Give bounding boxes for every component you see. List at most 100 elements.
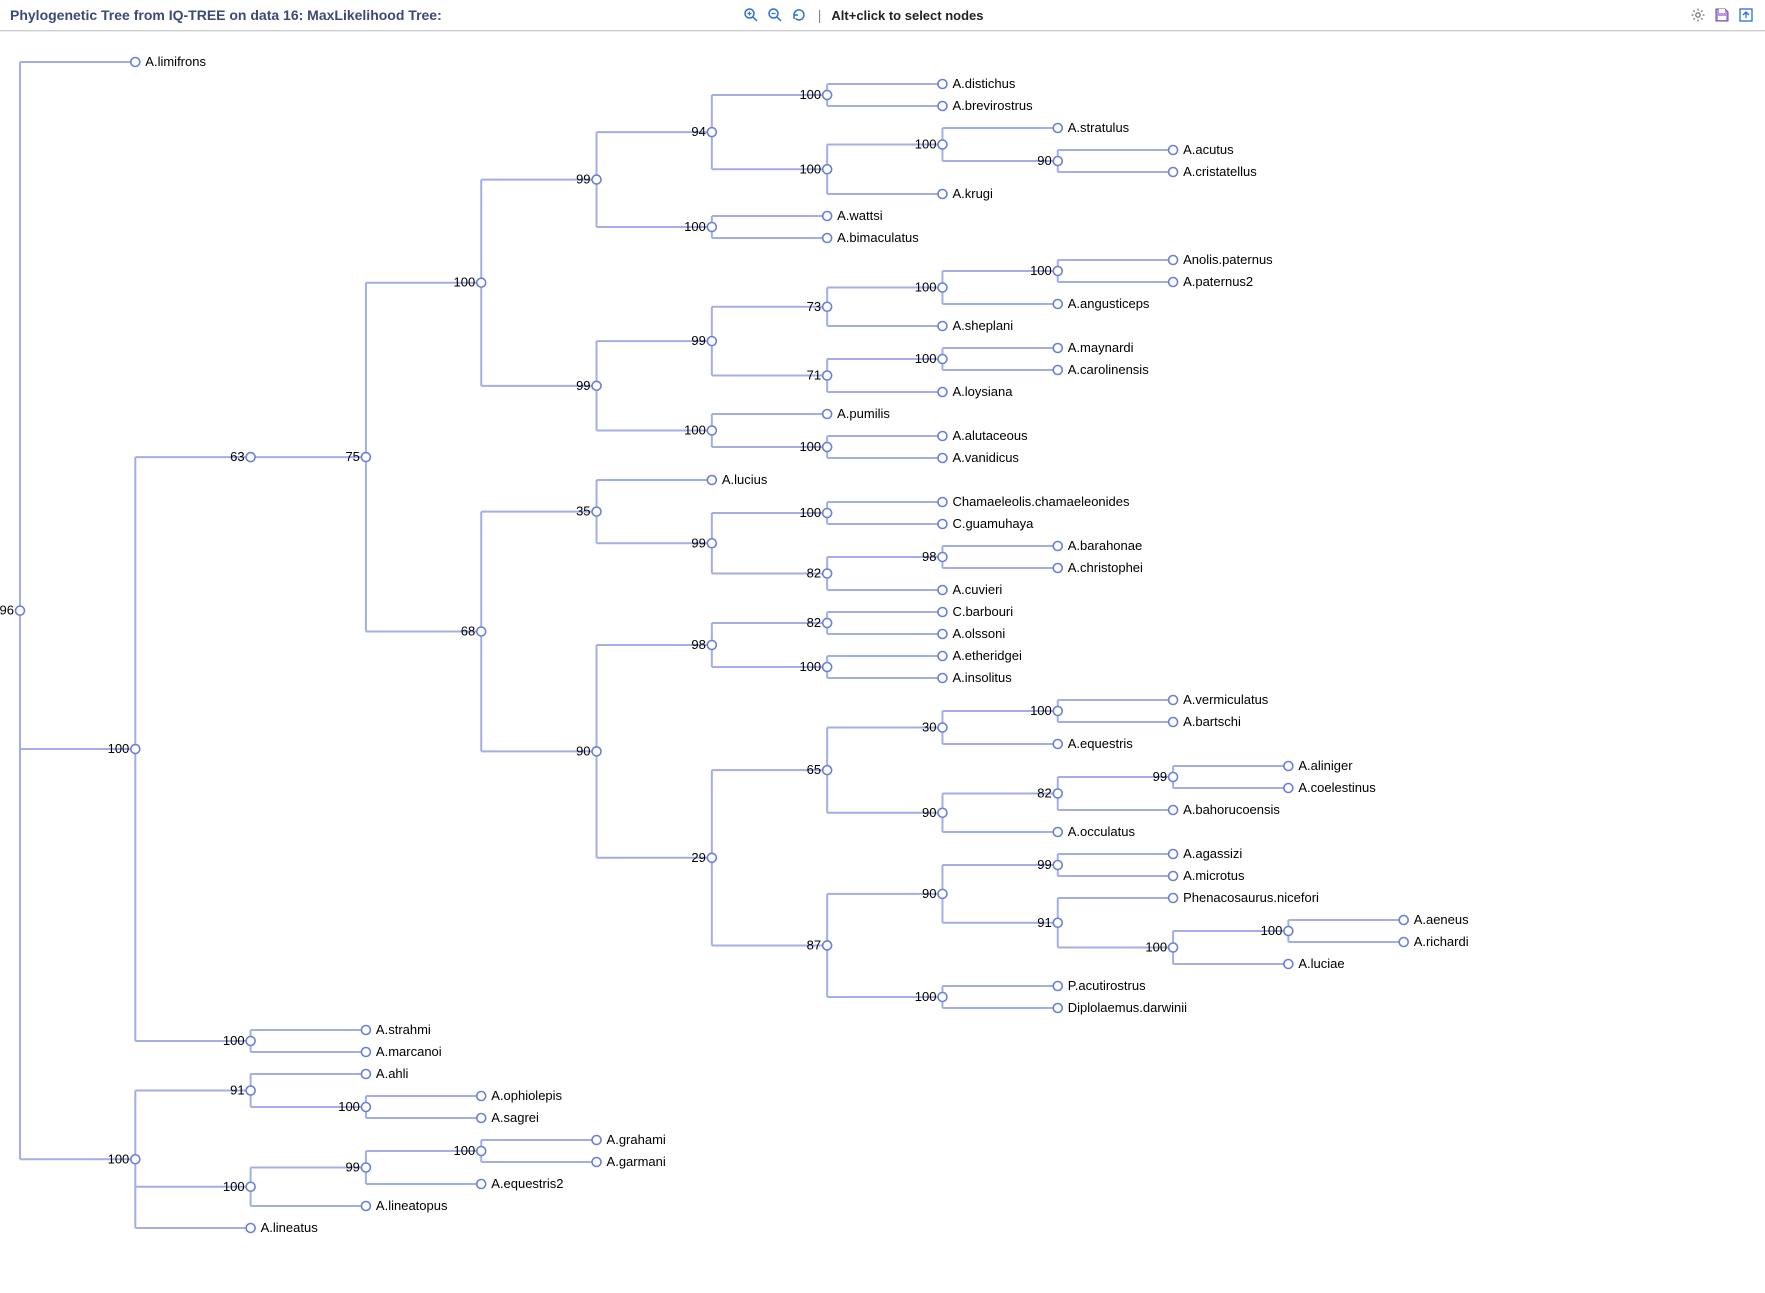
taxon-label[interactable]: A.marcanoi [376,1044,442,1059]
leaf-node[interactable] [1169,256,1178,265]
taxon-label[interactable]: A.agassizi [1183,846,1242,861]
leaf-node[interactable] [823,234,832,243]
internal-node[interactable] [707,426,716,435]
internal-node[interactable] [1169,773,1178,782]
internal-node[interactable] [707,539,716,548]
taxon-label[interactable]: A.etheridgei [952,648,1021,663]
leaf-node[interactable] [938,586,947,595]
leaf-node[interactable] [1169,278,1178,287]
taxon-label[interactable]: A.microtus [1183,868,1245,883]
taxon-label[interactable]: A.aeneus [1414,912,1469,927]
reset-icon[interactable] [790,6,808,24]
leaf-node[interactable] [1053,740,1062,749]
leaf-node[interactable] [1053,344,1062,353]
internal-node[interactable] [361,453,370,462]
leaf-node[interactable] [1169,850,1178,859]
taxon-label[interactable]: A.bartschi [1183,714,1241,729]
internal-node[interactable] [1053,789,1062,798]
taxon-label[interactable]: A.wattsi [837,208,883,223]
taxon-label[interactable]: Anolis.paternus [1183,252,1273,267]
leaf-node[interactable] [823,212,832,221]
internal-node[interactable] [592,747,601,756]
internal-node[interactable] [477,278,486,287]
taxon-label[interactable]: A.limifrons [145,54,206,69]
leaf-node[interactable] [1053,828,1062,837]
internal-node[interactable] [938,140,947,149]
internal-node[interactable] [823,663,832,672]
taxon-label[interactable]: A.brevirostrus [952,98,1033,113]
leaf-node[interactable] [938,432,947,441]
taxon-label[interactable]: A.grahami [607,1132,666,1147]
tree-canvas[interactable]: 96A.limifrons10063751009994100A.distichu… [0,31,1765,1275]
leaf-node[interactable] [938,80,947,89]
internal-node[interactable] [823,619,832,628]
internal-node[interactable] [938,553,947,562]
internal-node[interactable] [1053,157,1062,166]
leaf-node[interactable] [938,388,947,397]
leaf-node[interactable] [477,1092,486,1101]
taxon-label[interactable]: A.alutaceous [952,428,1028,443]
leaf-node[interactable] [938,520,947,529]
taxon-label[interactable]: C.barbouri [952,604,1013,619]
taxon-label[interactable]: A.cuvieri [952,582,1002,597]
leaf-node[interactable] [592,1136,601,1145]
leaf-node[interactable] [1169,806,1178,815]
leaf-node[interactable] [938,652,947,661]
leaf-node[interactable] [938,322,947,331]
taxon-label[interactable]: A.loysiana [952,384,1013,399]
leaf-node[interactable] [1053,564,1062,573]
internal-node[interactable] [823,941,832,950]
taxon-label[interactable]: A.ahli [376,1066,409,1081]
taxon-label[interactable]: A.carolinensis [1068,362,1149,377]
internal-node[interactable] [1053,861,1062,870]
leaf-node[interactable] [246,1224,255,1233]
taxon-label[interactable]: A.bimaculatus [837,230,919,245]
internal-node[interactable] [1169,943,1178,952]
leaf-node[interactable] [361,1026,370,1035]
taxon-label[interactable]: A.olssoni [952,626,1005,641]
taxon-label[interactable]: A.insolitus [952,670,1012,685]
leaf-node[interactable] [1169,168,1178,177]
taxon-label[interactable]: A.luciae [1298,956,1344,971]
leaf-node[interactable] [131,58,140,67]
taxon-label[interactable]: A.christophei [1068,560,1143,575]
taxon-label[interactable]: Diplolaemus.darwinii [1068,1000,1187,1015]
taxon-label[interactable]: A.barahonae [1068,538,1142,553]
taxon-label[interactable]: A.bahorucoensis [1183,802,1280,817]
leaf-node[interactable] [1169,894,1178,903]
taxon-label[interactable]: C.guamuhaya [952,516,1034,531]
internal-node[interactable] [1284,927,1293,936]
internal-node[interactable] [823,371,832,380]
internal-node[interactable] [707,853,716,862]
internal-node[interactable] [361,1163,370,1172]
internal-node[interactable] [246,453,255,462]
taxon-label[interactable]: A.angusticeps [1068,296,1150,311]
internal-node[interactable] [938,993,947,1002]
internal-node[interactable] [823,443,832,452]
leaf-node[interactable] [1169,146,1178,155]
internal-node[interactable] [707,337,716,346]
internal-node[interactable] [938,889,947,898]
taxon-label[interactable]: Phenacosaurus.nicefori [1183,890,1319,905]
taxon-label[interactable]: A.pumilis [837,406,890,421]
leaf-node[interactable] [823,410,832,419]
taxon-label[interactable]: A.occulatus [1068,824,1136,839]
leaf-node[interactable] [938,102,947,111]
taxon-label[interactable]: A.distichus [952,76,1015,91]
phylogenetic-tree[interactable]: 96A.limifrons10063751009994100A.distichu… [0,32,1765,1270]
taxon-label[interactable]: A.sagrei [491,1110,539,1125]
internal-node[interactable] [1053,707,1062,716]
leaf-node[interactable] [592,1158,601,1167]
internal-node[interactable] [592,381,601,390]
internal-node[interactable] [823,766,832,775]
internal-node[interactable] [131,745,140,754]
leaf-node[interactable] [1053,366,1062,375]
internal-node[interactable] [707,128,716,137]
leaf-node[interactable] [1169,872,1178,881]
taxon-label[interactable]: A.equestris [1068,736,1134,751]
internal-node[interactable] [938,723,947,732]
leaf-node[interactable] [361,1048,370,1057]
taxon-label[interactable]: A.lineatus [261,1220,319,1235]
leaf-node[interactable] [1399,938,1408,947]
leaf-node[interactable] [477,1114,486,1123]
